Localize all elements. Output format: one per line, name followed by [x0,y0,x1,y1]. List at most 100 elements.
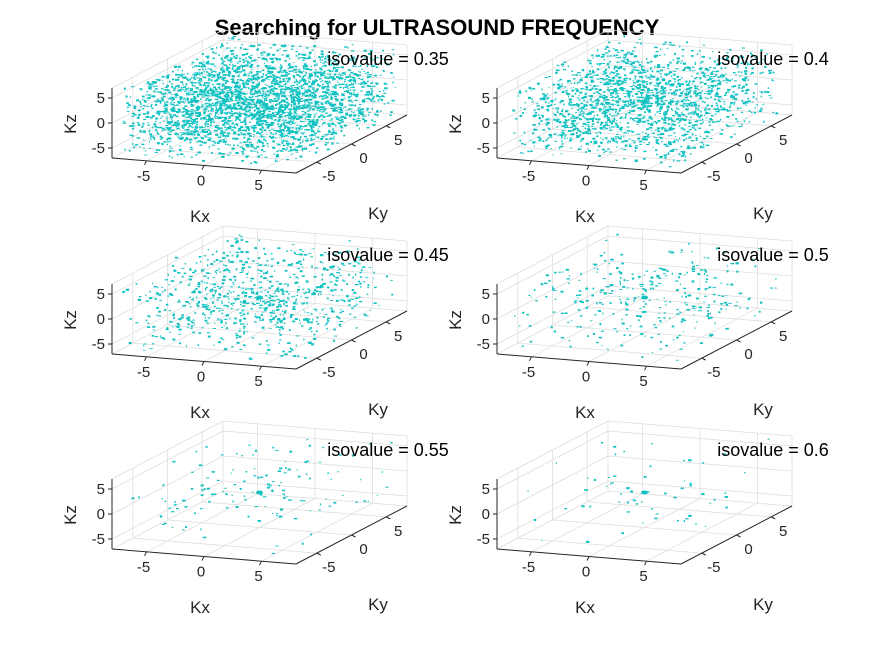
data-point [216,73,221,76]
data-point [668,41,672,44]
data-point [605,45,608,48]
data-point [205,131,208,133]
data-point [261,113,265,115]
data-point [667,141,672,143]
data-point [632,95,634,97]
data-point [612,118,616,120]
data-point [601,112,604,115]
data-point [218,93,221,95]
data-point [318,56,321,58]
data-point [363,57,366,59]
data-point [647,97,651,99]
data-point [670,75,673,77]
data-point [618,76,622,79]
data-point [181,111,184,114]
data-point [688,103,691,105]
data-point [187,101,190,104]
data-point [344,97,346,100]
data-point [251,106,253,109]
data-point [245,82,249,85]
data-point [588,150,591,152]
data-point [631,61,635,64]
data-point [225,107,229,109]
data-point [315,286,319,289]
data-point [691,126,693,129]
data-point [711,86,714,88]
data-point [650,122,654,125]
data-point [305,72,307,75]
data-point [722,77,724,79]
data-point [624,140,628,142]
data-point [290,85,292,87]
data-point [613,67,615,70]
data-point [312,82,315,85]
data-point [287,67,290,69]
data-point [264,97,268,100]
data-point [596,63,599,65]
data-point [648,111,651,113]
data-point [216,115,218,117]
data-point [356,256,360,259]
data-point [261,149,264,151]
data-point [589,104,593,106]
data-point [348,108,351,110]
data-point [686,103,689,105]
data-point [578,113,582,116]
data-point [657,85,659,87]
data-point [250,94,254,96]
data-point [604,137,608,139]
data-point [581,88,585,90]
data-point [298,96,301,99]
data-point [623,58,626,60]
data-point [745,102,749,104]
data-point [164,104,168,107]
data-point [704,67,708,71]
data-point [721,74,725,77]
data-point [303,132,305,134]
data-point [224,137,227,139]
data-point [670,84,674,87]
data-point [340,127,344,129]
data-point [329,307,333,309]
data-point [339,125,343,128]
data-point [596,121,599,124]
data-point [558,121,562,124]
data-point [335,99,339,101]
data-point [562,132,565,135]
data-point [227,100,231,103]
data-point [193,72,196,74]
data-point [211,90,216,92]
data-point [321,106,323,108]
data-point [256,71,259,73]
data-point [339,74,342,77]
data-point [672,148,676,150]
data-point [660,127,665,129]
data-point [269,318,273,321]
data-point [725,124,728,127]
data-point [295,116,298,118]
data-point [270,85,274,87]
data-point [224,87,226,89]
data-point [174,87,177,89]
data-point [284,115,286,118]
data-point [725,73,727,75]
data-point [277,117,281,118]
data-point [344,117,347,119]
data-point [672,78,676,80]
data-point [302,59,305,61]
data-point [639,70,641,73]
data-point [265,65,269,68]
data-point [746,79,750,81]
data-point [305,89,308,91]
data-point [316,75,319,78]
data-point [263,247,265,250]
data-point [286,80,289,83]
data-point [212,121,216,123]
data-point [181,136,184,139]
data-point [205,118,207,120]
data-point [371,108,374,110]
data-point [559,146,563,148]
data-point [264,83,267,85]
data-point [255,148,257,150]
data-point [640,107,643,110]
